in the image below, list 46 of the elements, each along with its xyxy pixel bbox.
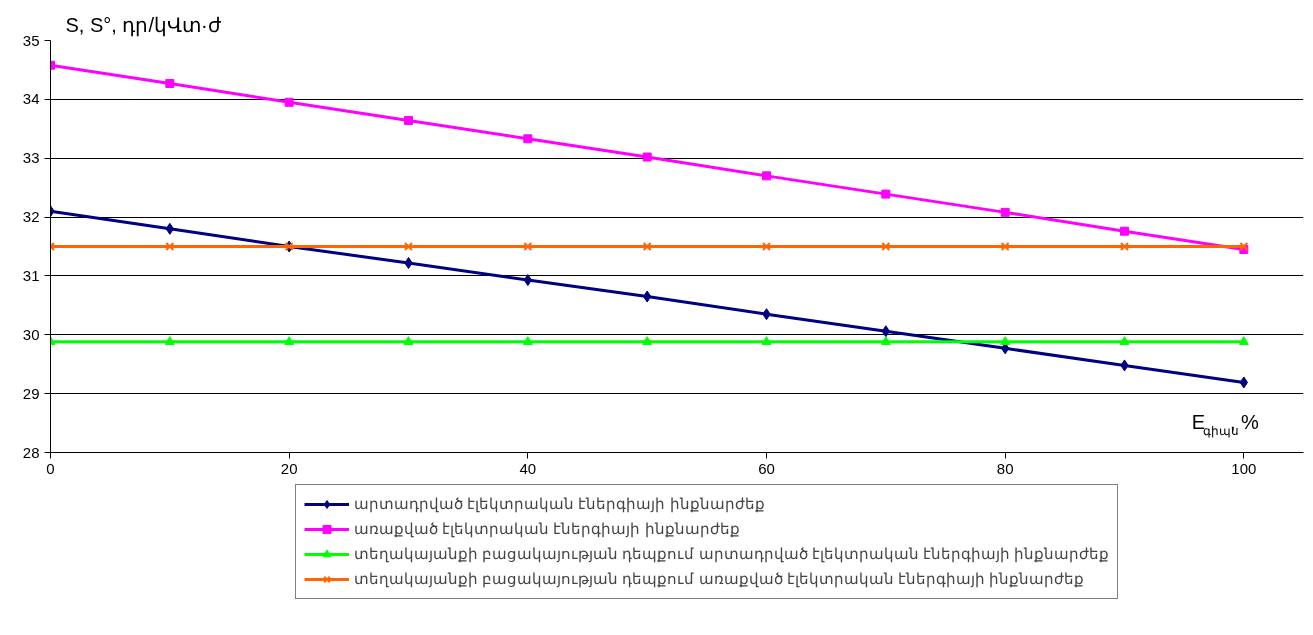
point <box>761 336 772 345</box>
legend-label: առաքված էլեկտրական էներգիայի ինքնարժեք <box>354 519 740 540</box>
point <box>403 336 414 345</box>
x-tick-label: 20 <box>280 459 298 477</box>
point <box>164 336 175 345</box>
point <box>165 78 175 88</box>
point <box>642 241 652 252</box>
point <box>523 241 533 252</box>
legend-label: արտադրված էլեկտրական էներգիայի ինքնարժեք <box>354 494 765 515</box>
x-tick-label: 60 <box>758 459 775 477</box>
x-tick-label: 80 <box>996 459 1014 477</box>
point <box>881 241 891 252</box>
point <box>1000 336 1011 345</box>
point <box>642 152 652 162</box>
point <box>284 336 295 345</box>
point <box>1238 336 1249 345</box>
point <box>1119 241 1130 252</box>
y-tick-label: 32 <box>22 208 40 226</box>
point <box>761 241 772 252</box>
x-tick-label: 40 <box>519 459 537 477</box>
y-tick-label: 35 <box>22 31 40 49</box>
point <box>1119 336 1130 345</box>
point <box>881 189 891 199</box>
point <box>403 241 414 252</box>
y-tick-label: 34 <box>22 90 40 108</box>
point <box>880 336 891 345</box>
x-tick-label: 100 <box>1231 459 1257 477</box>
point <box>522 336 533 345</box>
y-tick-label: 31 <box>22 266 40 284</box>
x-tick-label: 0 <box>46 459 55 477</box>
point <box>523 134 533 144</box>
y-tick-label: 28 <box>22 443 40 461</box>
legend-label: տեղակայանքի բացակայության դեպքում առաքված էլեկտրական էներգիայի ինքնարժեք <box>354 569 1085 590</box>
point <box>404 116 413 126</box>
point <box>1000 241 1010 252</box>
legend-label: տեղակայանքի բացակայության դեպքում արտադրված էլեկտրական էներգիայի ինքնարժեք <box>354 544 1110 565</box>
point <box>284 97 294 107</box>
y-axis-title: S, S°, դր/կՎտ·ժ <box>65 13 221 37</box>
point <box>1000 207 1010 217</box>
point <box>165 241 175 252</box>
point <box>762 171 771 181</box>
y-tick-label: 33 <box>22 149 40 167</box>
y-tick-label: 29 <box>22 384 40 402</box>
point <box>1120 226 1129 236</box>
y-tick-label: 30 <box>22 325 40 343</box>
point <box>642 336 653 345</box>
